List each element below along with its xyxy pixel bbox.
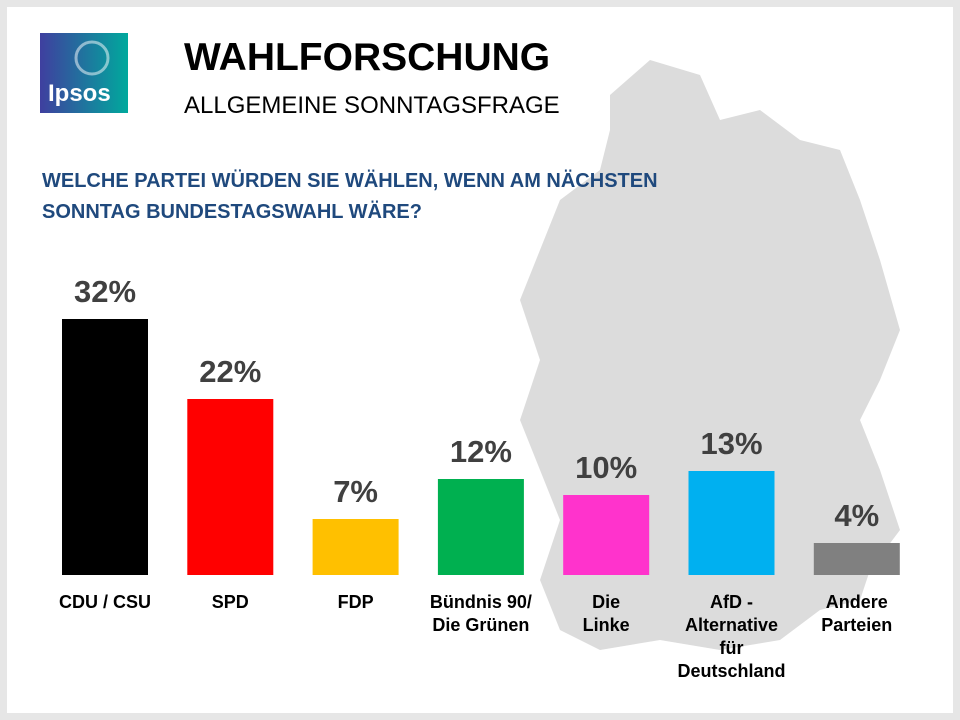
category-label: SPD — [211, 592, 249, 612]
value-label: 10% — [575, 450, 638, 485]
subtitle: ALLGEMEINE SONNTAGSFRAGE — [184, 92, 560, 119]
category-label: Die Linke — [582, 592, 630, 635]
value-label: 12% — [449, 434, 512, 469]
value-label: 4% — [834, 498, 880, 533]
category-label: CDU / CSU — [58, 592, 151, 612]
category-label: AfD - Alternative für Deutschland — [677, 592, 786, 681]
value-label: 22% — [199, 354, 262, 389]
bar — [563, 495, 650, 575]
title: WAHLFORSCHUNG — [184, 36, 551, 79]
value-label: 32% — [73, 274, 137, 309]
category-label: Andere Parteien — [821, 592, 893, 635]
logo: Ipsos — [48, 80, 111, 107]
bar — [688, 471, 775, 575]
question: WELCHE PARTEI WÜRDEN SIE WÄHLEN, WENN AM… — [42, 170, 658, 223]
logo-icon — [74, 40, 110, 76]
category-label: Bündnis 90/ Die Grünen — [429, 592, 532, 635]
bar — [312, 519, 399, 575]
bar — [187, 399, 274, 575]
value-label: 13% — [700, 426, 763, 461]
bar — [437, 479, 524, 575]
bar — [62, 319, 148, 575]
value-label: 7% — [333, 474, 378, 509]
bar — [813, 543, 900, 575]
category-label: FDP — [337, 592, 374, 612]
